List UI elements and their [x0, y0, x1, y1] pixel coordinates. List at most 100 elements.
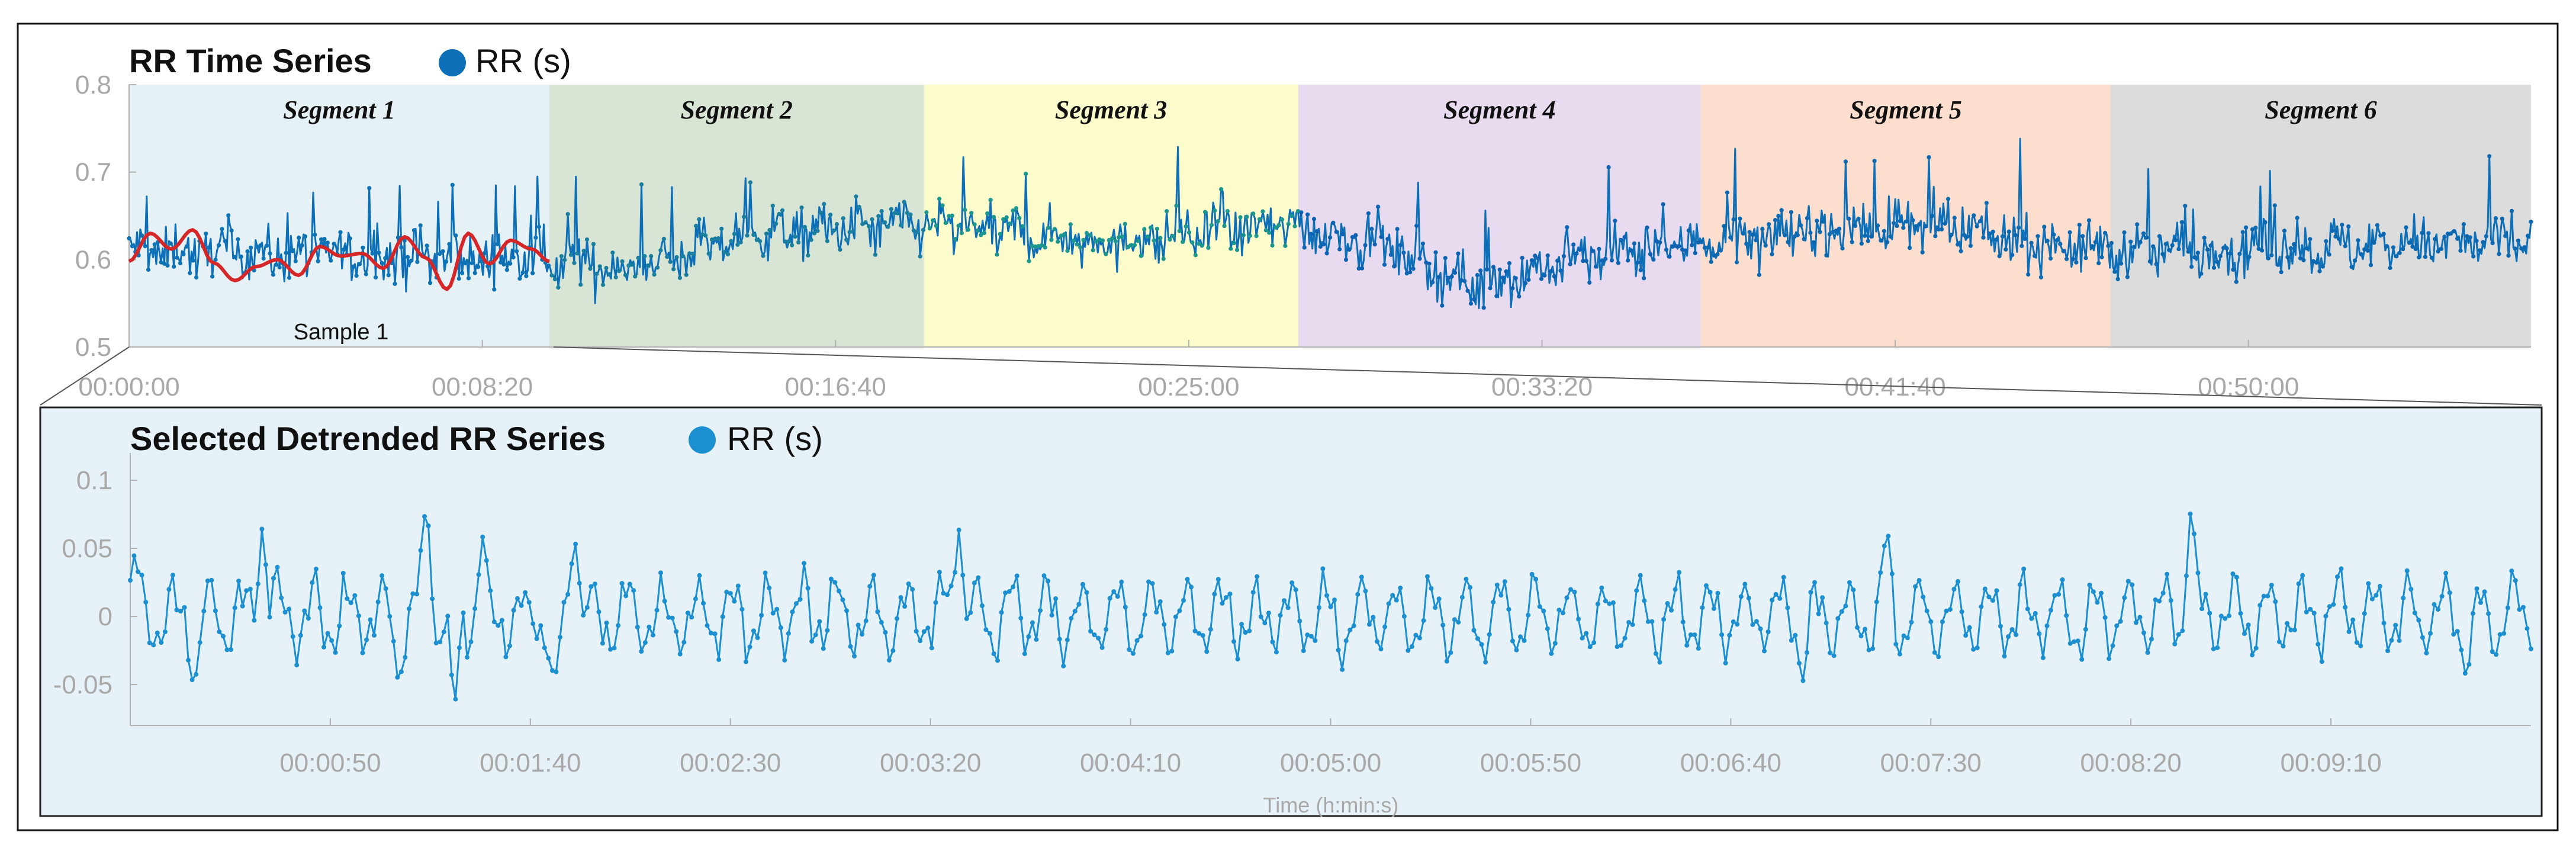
detrended-data-point — [1130, 651, 1136, 656]
rr-data-point — [1658, 240, 1662, 245]
rr-data-point — [552, 277, 558, 281]
rr-data-point — [969, 211, 974, 216]
detrended-data-point — [298, 632, 303, 638]
rr-data-point — [1235, 248, 1240, 252]
rr-data-point — [1056, 239, 1060, 244]
rr-data-point — [438, 252, 442, 256]
detrended-data-point — [1401, 613, 1407, 619]
detrended-data-point — [581, 612, 586, 618]
detrended-data-point — [2459, 647, 2464, 653]
detrended-data-point — [488, 588, 493, 593]
detrended-data-point — [1348, 627, 1353, 632]
rr-data-point — [2208, 243, 2213, 248]
rr-data-point — [1184, 224, 1188, 229]
rr-data-point — [2154, 262, 2159, 266]
rr-data-point — [1190, 240, 1195, 245]
rr-data-point — [143, 244, 147, 249]
detrended-data-point — [759, 613, 764, 618]
rr-data-point — [1677, 244, 1681, 249]
rr-data-point — [2429, 255, 2434, 260]
rr-data-point — [556, 285, 561, 290]
detrended-data-point — [848, 644, 853, 649]
detrended-data-point — [1235, 657, 1240, 661]
detrended-data-point — [468, 639, 474, 644]
rr-data-point — [1952, 216, 1957, 220]
rr-data-point — [661, 236, 666, 241]
detrended-data-point — [197, 640, 202, 645]
detrended-data-point — [914, 629, 919, 634]
detrended-data-point — [1425, 574, 1430, 579]
bottom-x-axis-label: Time (h:min:s) — [1263, 793, 1399, 817]
detrended-data-point — [247, 586, 253, 592]
rr-data-point — [1680, 247, 1685, 252]
detrended-data-point — [1204, 649, 1210, 654]
detrended-data-point — [1808, 590, 1813, 595]
detrended-data-point — [472, 606, 478, 611]
rr-data-point — [1866, 239, 1870, 243]
detrended-data-point — [387, 613, 393, 619]
detrended-data-point — [368, 617, 373, 622]
rr-data-point — [931, 218, 935, 223]
detrended-data-point — [1707, 590, 1713, 595]
rr-data-point — [181, 252, 186, 256]
rr-data-point — [1491, 265, 1496, 269]
rr-data-point — [2138, 240, 2143, 245]
detrended-data-point — [910, 587, 915, 592]
rr-data-point — [1722, 224, 1726, 229]
rr-data-point — [1446, 275, 1451, 280]
detrended-data-point — [1289, 580, 1295, 586]
rr-data-point — [1513, 276, 1518, 281]
detrended-data-point — [654, 608, 660, 613]
rr-data-point — [261, 256, 266, 261]
detrended-data-point — [1123, 605, 1128, 610]
rr-data-point — [1065, 248, 1070, 253]
detrended-data-point — [685, 611, 690, 616]
detrended-data-point — [267, 615, 272, 620]
rr-data-point — [2234, 280, 2239, 284]
segment-backgrounds — [129, 85, 2531, 347]
rr-data-point — [1725, 190, 1729, 195]
detrended-data-point — [2428, 631, 2433, 636]
rr-data-point — [902, 200, 906, 204]
rr-data-point — [399, 245, 404, 250]
rr-data-point — [2288, 246, 2293, 250]
rr-data-point — [2410, 244, 2415, 249]
rr-data-point — [1526, 277, 1531, 282]
rr-data-point — [780, 208, 785, 213]
detrended-data-point — [1154, 609, 1159, 615]
rr-data-point — [1831, 230, 1835, 235]
rr-data-point — [700, 232, 705, 237]
rr-data-point — [1270, 243, 1275, 248]
detrended-data-point — [2250, 653, 2255, 657]
rr-data-point — [1449, 274, 1454, 279]
detrended-data-point — [143, 599, 149, 605]
rr-data-point — [2070, 257, 2076, 262]
rr-data-point — [774, 221, 779, 226]
rr-data-point — [825, 239, 829, 243]
detrended-data-point — [282, 609, 288, 615]
rr-data-point — [2493, 216, 2498, 221]
rr-data-point — [725, 252, 731, 256]
detrended-data-point — [2180, 628, 2185, 634]
rr-data-point — [2112, 269, 2117, 274]
detrended-data-point — [1948, 607, 1953, 612]
rr-data-point — [1933, 234, 1938, 239]
rr-data-point — [2250, 227, 2255, 232]
rr-data-point — [1629, 248, 1633, 253]
detrended-data-point — [809, 638, 815, 644]
rr-data-point — [1872, 159, 1877, 163]
rr-data-point — [706, 251, 711, 256]
detrended-data-point — [449, 672, 454, 677]
detrended-data-point — [813, 632, 818, 638]
detrended-data-point — [453, 696, 458, 702]
rr-data-point — [2189, 264, 2194, 269]
rr-data-point — [995, 252, 999, 257]
rr-data-point — [687, 251, 692, 256]
detrended-data-point — [2234, 574, 2239, 580]
rr-data-point — [1731, 217, 1736, 221]
detrended-data-point — [2172, 641, 2178, 647]
rr-data-point — [1430, 280, 1435, 285]
rr-data-point — [802, 224, 807, 229]
rr-data-point — [1267, 230, 1272, 235]
detrended-data-point — [1127, 647, 1132, 652]
